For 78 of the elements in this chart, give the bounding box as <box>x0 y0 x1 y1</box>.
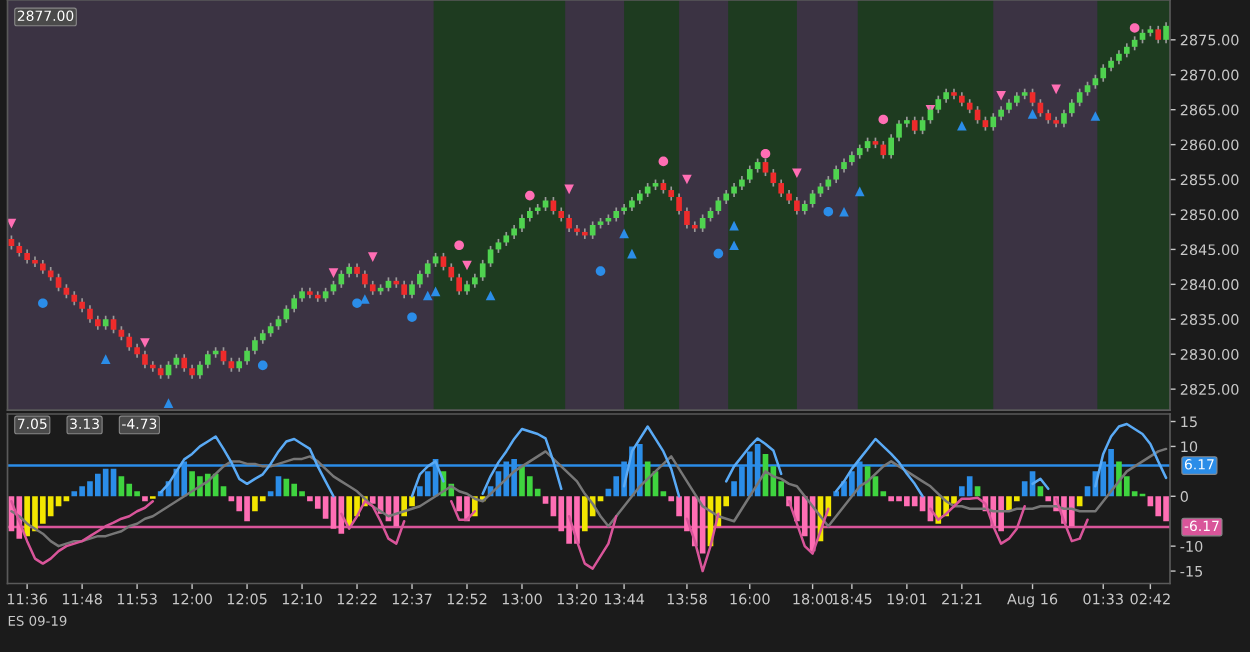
bar <box>966 476 973 497</box>
line-series <box>10 447 1168 548</box>
bar <box>896 496 902 502</box>
point <box>407 312 417 322</box>
candlestick <box>393 276 400 289</box>
point <box>1027 109 1038 119</box>
bar <box>338 496 345 534</box>
bar <box>307 496 313 502</box>
candlestick <box>896 119 902 142</box>
point <box>619 228 629 239</box>
bar <box>244 496 250 522</box>
bar <box>519 466 525 497</box>
bar <box>998 496 1004 532</box>
point <box>1129 23 1140 33</box>
candlestick <box>314 290 321 303</box>
bar <box>291 483 298 497</box>
candlestick <box>691 220 698 233</box>
point <box>38 298 48 309</box>
bar <box>134 491 140 497</box>
point <box>360 294 370 304</box>
bar <box>47 496 54 517</box>
point <box>823 206 834 217</box>
point <box>422 290 433 301</box>
bar <box>904 496 910 507</box>
bar <box>32 496 38 532</box>
candlestick <box>32 255 38 268</box>
bar <box>126 483 133 497</box>
point <box>163 398 174 408</box>
point <box>7 218 17 229</box>
bar <box>581 496 588 532</box>
bar <box>346 496 353 527</box>
candlestick <box>581 227 588 240</box>
candlestick <box>456 273 462 296</box>
bar <box>40 496 46 524</box>
bar <box>1014 496 1020 502</box>
candlestick <box>1163 21 1169 45</box>
point <box>713 248 724 259</box>
point <box>792 168 802 179</box>
bar <box>252 496 258 512</box>
candlestick <box>676 192 682 216</box>
point <box>140 338 150 348</box>
bar <box>1155 496 1162 517</box>
bar <box>393 496 400 527</box>
bar <box>888 496 894 502</box>
point <box>854 186 865 197</box>
point <box>595 266 606 276</box>
point <box>430 286 441 297</box>
candlestick <box>479 259 486 282</box>
point <box>682 174 692 185</box>
candlestick <box>888 133 894 160</box>
bar <box>95 473 101 497</box>
bar <box>142 496 148 502</box>
point <box>878 114 889 125</box>
point <box>729 240 739 251</box>
point <box>957 120 967 131</box>
point <box>760 148 771 159</box>
bar <box>566 496 572 544</box>
bar <box>1006 496 1012 512</box>
point <box>839 206 849 217</box>
bar <box>79 486 85 497</box>
point <box>996 90 1006 101</box>
bar <box>911 496 918 507</box>
point <box>100 354 111 364</box>
point <box>525 190 535 201</box>
bar <box>1068 496 1075 527</box>
bar <box>71 491 78 497</box>
point <box>367 252 378 262</box>
bar <box>299 491 305 497</box>
point <box>1090 111 1101 121</box>
candlestick <box>149 360 156 373</box>
bar <box>87 481 93 497</box>
point <box>352 298 362 309</box>
point <box>328 268 339 278</box>
point <box>658 156 669 167</box>
bar <box>1163 496 1169 522</box>
point <box>257 360 268 371</box>
point <box>454 240 464 251</box>
candlestick <box>684 206 690 230</box>
